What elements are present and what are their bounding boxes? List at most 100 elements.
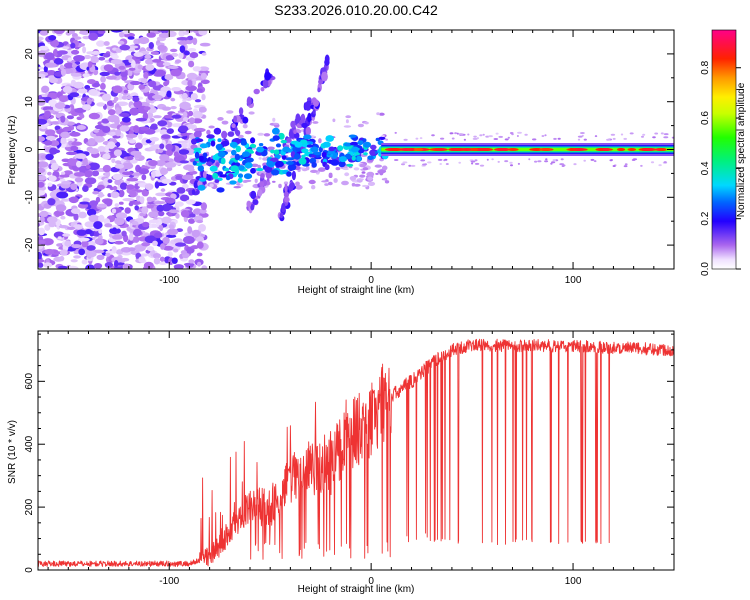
noise-blob	[41, 238, 54, 246]
noise-blob	[171, 257, 178, 264]
transition-blob	[338, 160, 346, 168]
chart-title: S233.2026.010.20.00.C42	[274, 2, 438, 18]
noise-blob	[60, 115, 66, 123]
noise-blob	[59, 255, 65, 262]
transition-blob	[346, 163, 354, 167]
noise-blob	[38, 118, 48, 125]
noise-blob	[272, 117, 276, 122]
spectrogram-marks	[24, 30, 674, 269]
noise-blob	[160, 243, 165, 250]
noise-blob	[88, 214, 99, 223]
spectrogram-y-tick-label: 10	[24, 96, 35, 108]
transition-blob	[229, 180, 237, 185]
noise-blob	[171, 114, 182, 119]
noise-blob	[153, 115, 162, 119]
noise-blob	[122, 30, 130, 35]
noise-blob	[353, 183, 361, 187]
tone-speckle	[663, 136, 669, 139]
noise-blob	[38, 251, 42, 260]
transition-blob	[351, 155, 356, 161]
noise-blob	[41, 85, 50, 94]
noise-blob	[196, 88, 203, 93]
noise-blob	[190, 93, 198, 101]
noise-blob	[93, 221, 103, 230]
noise-blob	[24, 111, 28, 119]
noise-blob	[87, 138, 96, 146]
noise-blob	[179, 101, 191, 110]
noise-blob	[77, 237, 90, 242]
chirp-blob	[250, 204, 255, 211]
noise-blob	[44, 62, 57, 68]
noise-blob	[344, 172, 350, 177]
transition-blob	[313, 151, 322, 156]
noise-blob	[38, 167, 46, 174]
noise-blob	[217, 117, 224, 121]
tone-speckle	[624, 163, 628, 166]
noise-blob	[107, 193, 112, 198]
transition-blob	[214, 179, 220, 184]
transition-bright-spot	[242, 151, 250, 158]
noise-blob	[53, 58, 64, 65]
noise-blob	[121, 95, 128, 100]
noise-blob	[58, 265, 68, 269]
noise-blob	[157, 44, 167, 51]
noise-blob	[148, 80, 157, 88]
noise-blob	[185, 85, 197, 92]
noise-blob	[127, 69, 133, 77]
noise-blob	[192, 37, 198, 45]
transition-blob	[369, 150, 376, 156]
tone-speckle	[472, 137, 478, 140]
transition-blob	[243, 173, 253, 180]
noise-blob	[88, 88, 99, 96]
transition-blob	[215, 143, 223, 151]
noise-blob	[128, 139, 137, 144]
tone-speckle	[454, 132, 457, 135]
chirp-blob	[290, 120, 296, 129]
noise-blob	[129, 190, 137, 198]
noise-blob	[351, 182, 356, 187]
noise-blob	[94, 238, 104, 245]
noise-blob	[163, 114, 173, 119]
noise-blob	[114, 260, 119, 268]
noise-blob	[84, 221, 95, 228]
noise-blob	[114, 240, 124, 245]
noise-blob	[112, 185, 118, 191]
noise-blob	[73, 224, 83, 230]
chirp-blob	[313, 99, 319, 107]
spectrogram-y-tick-label: -10	[24, 190, 35, 205]
tone-speckle	[573, 163, 577, 166]
transition-blob	[311, 161, 317, 168]
noise-blob	[182, 183, 189, 189]
snr-axes: -100 0 100 0 200 400 600	[24, 331, 675, 587]
noise-blob	[61, 158, 70, 163]
tone-speckle	[440, 137, 445, 140]
noise-blob	[98, 203, 108, 208]
chirp-blob	[324, 58, 330, 66]
noise-blob	[82, 197, 90, 203]
transition-blob	[301, 148, 309, 154]
noise-blob	[139, 253, 149, 257]
noise-blob	[110, 191, 120, 199]
transition-blob	[280, 139, 287, 144]
noise-blob	[127, 36, 135, 40]
noise-blob	[141, 206, 149, 214]
noise-blob	[199, 70, 210, 74]
transition-blob	[230, 165, 239, 172]
noise-blob	[73, 81, 84, 89]
noise-blob	[198, 106, 207, 113]
transition-blob	[258, 143, 264, 147]
noise-blob	[111, 208, 117, 214]
tone-speckle	[553, 137, 557, 140]
noise-blob	[61, 180, 72, 185]
tone-core-segment	[434, 148, 448, 151]
noise-blob	[159, 256, 165, 262]
tone-speckle	[385, 138, 388, 141]
spectrogram-x-tick-label: 0	[368, 275, 374, 286]
transition-blob	[275, 160, 284, 168]
noise-blob	[38, 36, 44, 41]
tone-core-segment	[494, 148, 511, 151]
noise-blob	[181, 142, 188, 149]
noise-blob	[367, 176, 373, 181]
transition-blob	[272, 135, 280, 141]
